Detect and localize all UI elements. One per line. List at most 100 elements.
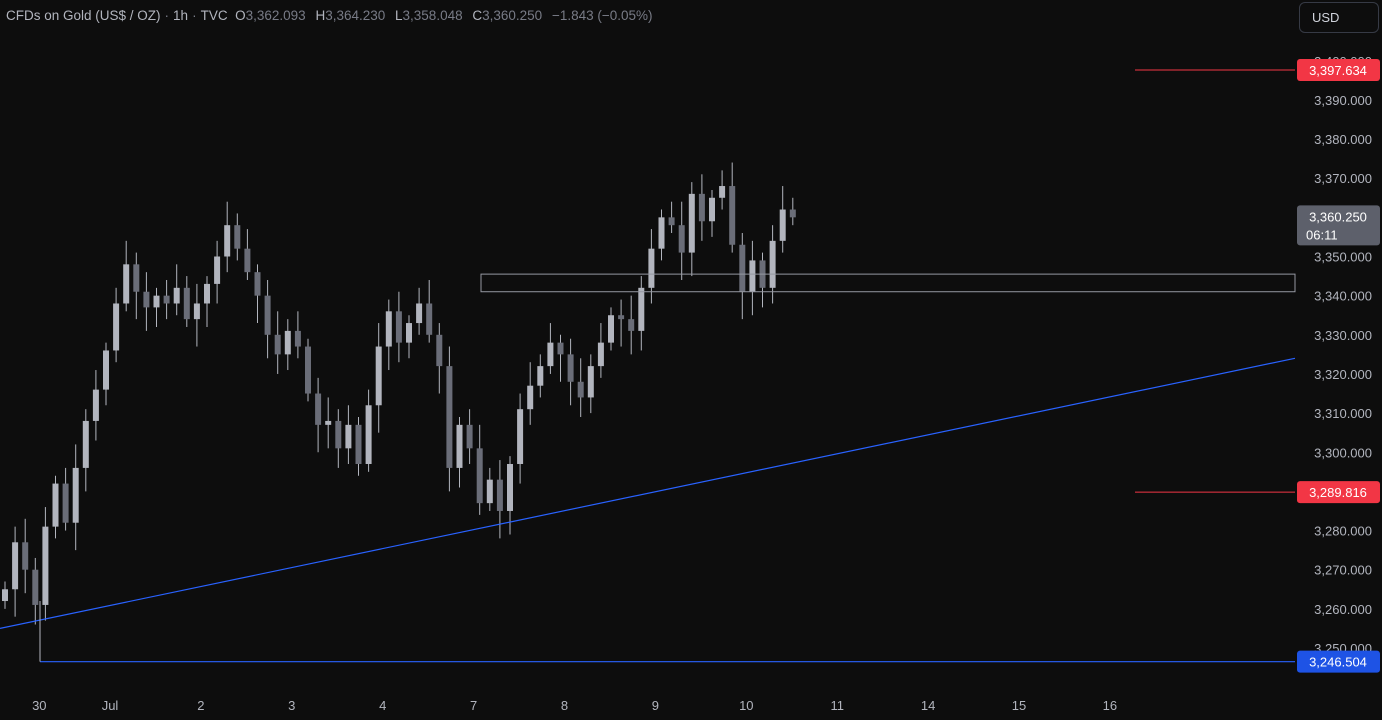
last-price-tag-bg [1297,205,1380,246]
candle-body [517,409,524,464]
candle-body [274,334,281,355]
time-tick: Jul [102,698,119,713]
time-tick: 14 [921,698,935,713]
candle-body [456,424,463,468]
candle-body [82,420,89,468]
candle-body [638,287,645,331]
upper-level-tag: 3,397.634 [1309,63,1367,78]
price-scale[interactable]: 3,400.0003,390.0003,380.0003,370.0003,36… [1314,54,1372,656]
candle-body [436,334,443,367]
price-tick: 3,260.000 [1314,602,1372,617]
price-tick: 3,380.000 [1314,132,1372,147]
candle-body [729,186,736,245]
candle-body [234,225,241,249]
candle-body [294,330,301,347]
price-tick: 3,280.000 [1314,524,1372,539]
candle-body [547,342,554,367]
candle-body [204,283,210,304]
candle-body [597,342,604,367]
candle-body [315,393,322,425]
time-tick: 2 [197,698,204,713]
symbol-label[interactable]: CFDs on Gold (US$ / OZ) [6,8,161,23]
candle-body [2,589,8,602]
candle-body [345,424,352,449]
candle-body [486,479,493,504]
candle-body [698,193,705,222]
price-tags: 3,397.634 3,289.816 3,246.504 3,360.250 06:1… [1297,59,1380,673]
candle-body [789,209,796,218]
candle-body [527,385,534,410]
time-tick: 4 [379,698,386,713]
support-resistance-zone [480,273,1296,293]
open-value: 3,362.093 [245,8,306,23]
candle-body [153,295,160,308]
time-tick: 9 [652,698,659,713]
candle-body [769,240,776,288]
candle-body [426,303,433,335]
candle-body [72,467,79,523]
candle-body [678,225,685,253]
candle-body [32,569,39,605]
candle-body [305,346,311,394]
candle-body [284,330,291,355]
last-price-tag: 3,360.250 [1309,209,1367,224]
price-tick: 3,340.000 [1314,289,1372,304]
candle-body [375,346,382,406]
high-value: 3,364.230 [325,8,386,23]
candle-body [779,209,786,241]
candle-body [587,366,594,398]
candle-body [395,311,402,343]
close-value: 3,360.250 [482,8,543,23]
source-label: TVC [200,8,228,23]
drawings-layer [0,69,1296,663]
lower-level-tag-bg [1297,481,1380,504]
time-scale[interactable]: 30 Jul 2 3 4 7 8 9 10 11 14 15 16 [32,698,1117,713]
candle-body [688,193,695,253]
time-tick: 8 [561,698,568,713]
candle-body [739,244,746,292]
candle-body [416,303,423,324]
separator-dot: · [192,8,197,23]
price-tick: 3,310.000 [1314,406,1372,421]
support-level-tag: 3,246.504 [1309,655,1367,670]
low-key: L [395,8,403,23]
candle-body [22,542,29,570]
candle-body [264,295,271,335]
candle-body [62,483,69,523]
candle-body [163,295,170,304]
low-value: 3,358.048 [402,8,463,23]
price-tick: 3,300.000 [1314,445,1372,460]
candle-body [658,217,665,249]
price-tick: 3,370.000 [1314,171,1372,186]
candle-body [92,389,99,421]
candle-body [335,420,342,449]
candle-body [628,319,635,331]
time-tick: 3 [288,698,295,713]
candle-body [143,291,150,308]
candle-body [557,342,564,355]
candle-body [446,366,453,468]
candle-body [224,225,231,257]
change-value: −1.843 (−0.05%) [551,8,653,23]
price-tick: 3,330.000 [1314,328,1372,343]
candle-body [42,526,49,605]
candle-body [183,287,190,320]
currency-button[interactable]: USD [1299,2,1379,33]
time-tick: 30 [32,698,46,713]
time-tick: 7 [470,698,477,713]
candle-body [749,260,756,292]
candle-body [193,303,200,320]
timeframe-label[interactable]: 1h [173,8,189,23]
candle-body [52,483,59,527]
time-tick: 11 [830,698,844,713]
open-key: O [235,8,246,23]
candle-body [567,354,574,382]
candles-layer [2,162,796,625]
candle-body [214,256,221,284]
candle-body [648,248,655,288]
time-tick: 16 [1103,698,1117,713]
price-tick: 3,320.000 [1314,367,1372,382]
candle-body [123,264,130,304]
candle-body [466,424,473,449]
